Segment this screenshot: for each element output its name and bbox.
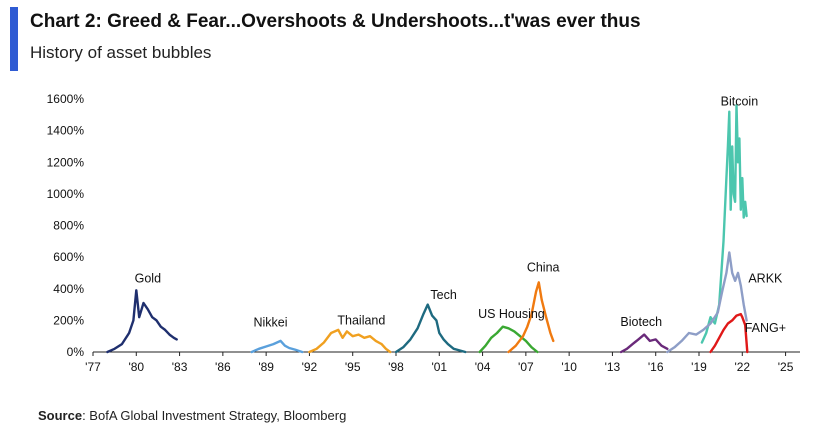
asset-bubbles-chart: 0% 200% 400% 600% 800% 1000% 1200% 1400% 1600% '… <box>47 92 800 374</box>
series-label: Thailand <box>337 313 385 327</box>
y-tick-label: 800% <box>53 219 84 233</box>
series-line-fang <box>709 312 749 354</box>
series-label: Bitcoin <box>721 94 759 108</box>
x-tick-label: '77 <box>85 360 101 374</box>
y-tick-label: 600% <box>53 250 84 264</box>
source-note: Source: BofA Global Investment Strategy,… <box>38 408 346 423</box>
series-line-china <box>507 281 555 354</box>
series-label: US Housing <box>478 307 545 321</box>
series-label: China <box>527 260 560 274</box>
series-lines <box>106 104 749 354</box>
series-labels: Gold Nikkei Thailand Tech US Housing China Bio… <box>135 94 786 335</box>
x-tick-label: '22 <box>734 360 750 374</box>
y-tick-label: 1600% <box>47 92 85 106</box>
x-axis: '77 '80 '83 '86 '89 '92 '95 '98 '01 '04 '07 '10 '13 '… <box>85 351 800 374</box>
series-line-tech <box>394 303 467 354</box>
x-tick-label: '07 <box>518 360 534 374</box>
series-label: Tech <box>430 288 456 302</box>
series-label: FANG+ <box>745 321 786 335</box>
source-text: : BofA Global Investment Strategy, Bloom… <box>82 408 347 423</box>
x-tick-label: '86 <box>215 360 231 374</box>
series-line-nikkei <box>250 339 304 354</box>
series-line-us-housing <box>478 325 539 354</box>
x-tick-label: '89 <box>258 360 274 374</box>
y-tick-label: 400% <box>53 282 84 296</box>
x-tick-label: '19 <box>691 360 707 374</box>
title-accent-bar <box>10 7 18 71</box>
y-tick-label: 0% <box>67 345 85 359</box>
y-tick-label: 1200% <box>47 155 85 169</box>
y-axis-tick-labels: 0% 200% 400% 600% 800% 1000% 1200% 1400% 1600% <box>47 92 85 359</box>
series-line-arkk <box>666 251 748 354</box>
series-line-biotech <box>619 333 669 354</box>
series-line-thailand <box>308 328 392 354</box>
chart-subtitle: History of asset bubbles <box>30 43 212 62</box>
source-label: Source <box>38 408 83 423</box>
x-tick-label: '16 <box>648 360 664 374</box>
x-tick-label: '01 <box>431 360 447 374</box>
x-tick-label: '04 <box>475 360 491 374</box>
x-tick-label: '13 <box>605 360 621 374</box>
x-tick-label: '83 <box>172 360 188 374</box>
y-tick-label: 1400% <box>47 124 85 138</box>
series-label: Nikkei <box>253 316 287 330</box>
series-label: Gold <box>135 271 161 285</box>
x-tick-label: '25 <box>778 360 794 374</box>
x-tick-label: '10 <box>561 360 577 374</box>
x-tick-label: '80 <box>128 360 144 374</box>
chart-title: Chart 2: Greed & Fear...Overshoots & Und… <box>30 11 641 32</box>
y-tick-label: 1000% <box>47 187 85 201</box>
series-line-gold <box>106 289 178 354</box>
y-tick-label: 200% <box>53 313 84 327</box>
x-tick-label: '98 <box>388 360 404 374</box>
series-label: Biotech <box>620 315 662 329</box>
series-line-bitcoin <box>700 104 748 344</box>
x-tick-label: '95 <box>345 360 361 374</box>
x-tick-label: '92 <box>302 360 318 374</box>
series-label: ARKK <box>748 271 783 285</box>
